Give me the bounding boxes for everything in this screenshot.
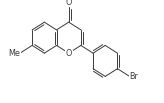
Text: Br: Br — [130, 72, 139, 81]
Text: O: O — [66, 0, 72, 7]
Text: O: O — [66, 49, 72, 58]
Text: Me: Me — [8, 49, 20, 58]
